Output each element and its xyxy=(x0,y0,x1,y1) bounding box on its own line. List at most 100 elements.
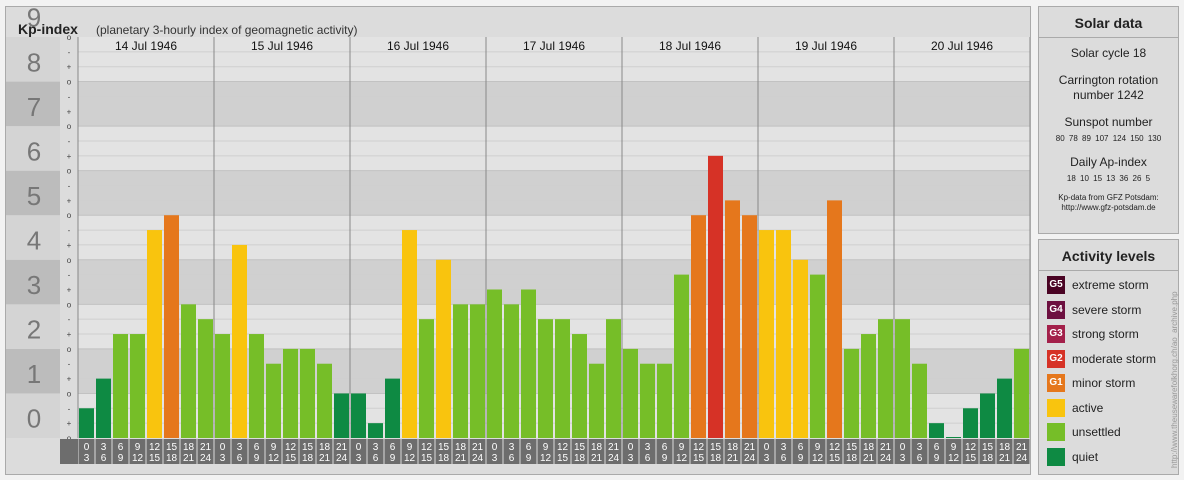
kp-bar xyxy=(130,334,145,438)
x-interval-start: 6 xyxy=(934,442,940,453)
credit-link[interactable]: http://www.theusewarefolkhorg.ch/ao_arch… xyxy=(1170,291,1179,468)
x-interval-end: 15 xyxy=(557,453,569,464)
y-minor-label: + xyxy=(67,196,72,205)
x-interval-cell xyxy=(1013,439,1030,464)
x-interval-start: 21 xyxy=(336,442,348,453)
chart-title: Kp-index xyxy=(18,21,78,37)
kp-bar xyxy=(419,319,434,438)
x-interval-end: 21 xyxy=(591,453,603,464)
y-minor-label: o xyxy=(67,389,72,398)
x-interval-cell xyxy=(673,439,690,464)
ap-index-title: Daily Ap-index xyxy=(1070,155,1147,169)
kp-bar xyxy=(691,215,706,438)
x-interval-end: 12 xyxy=(540,453,552,464)
x-interval-start: 0 xyxy=(492,442,498,453)
x-interval-cell xyxy=(367,439,384,464)
x-interval-end: 9 xyxy=(934,453,940,464)
x-interval-cell xyxy=(418,439,435,464)
kp-bar xyxy=(232,244,247,438)
kp-bar xyxy=(351,393,366,438)
y-minor-label: o xyxy=(67,33,72,42)
x-interval-start: 21 xyxy=(1016,442,1028,453)
x-interval-cell xyxy=(520,439,537,464)
x-interval-cell xyxy=(775,439,792,464)
x-interval-start: 21 xyxy=(472,442,484,453)
source-link[interactable]: http://www.gfz-potsdam.de xyxy=(1061,203,1156,212)
kp-bar xyxy=(606,319,621,438)
x-interval-start: 15 xyxy=(710,442,722,453)
x-interval-cell xyxy=(248,439,265,464)
x-interval-start: 6 xyxy=(254,442,260,453)
x-interval-end: 3 xyxy=(220,453,226,464)
kp-band xyxy=(78,259,1030,305)
y-label-band xyxy=(6,215,60,260)
x-interval-end: 21 xyxy=(999,453,1011,464)
x-interval-cell xyxy=(707,439,724,464)
kp-bar xyxy=(96,378,111,438)
kp-bar xyxy=(997,378,1012,438)
x-interval-cell xyxy=(503,439,520,464)
x-interval-end: 15 xyxy=(829,453,841,464)
x-interval-start: 18 xyxy=(455,442,467,453)
x-interval-cell xyxy=(78,439,95,464)
x-interval-cell xyxy=(265,439,282,464)
x-interval-end: 21 xyxy=(319,453,331,464)
day-label: 14 Jul 1946 xyxy=(115,39,177,53)
x-interval-start: 21 xyxy=(608,442,620,453)
kp-bar xyxy=(164,215,179,438)
kp-bar xyxy=(266,363,281,438)
activity-level-swatch xyxy=(1047,447,1065,466)
y-minor-label: + xyxy=(67,419,72,428)
kp-bar xyxy=(895,319,910,438)
x-interval-start: 0 xyxy=(628,442,634,453)
x-interval-start: 6 xyxy=(662,442,668,453)
kp-band xyxy=(78,126,1030,171)
x-interval-cell xyxy=(401,439,418,464)
x-interval-end: 3 xyxy=(84,453,90,464)
y-minor-label: - xyxy=(68,315,71,324)
x-interval-cell xyxy=(962,439,979,464)
y-minor-label: + xyxy=(67,63,72,72)
x-interval-end: 24 xyxy=(880,453,892,464)
kp-bar xyxy=(555,319,570,438)
x-interval-start: 15 xyxy=(166,442,178,453)
kp-bar xyxy=(725,200,740,438)
kp-bar xyxy=(810,274,825,438)
activity-level-label: extreme storm xyxy=(1072,278,1149,292)
y-tick-label: 4 xyxy=(27,226,41,256)
y-minor-label: + xyxy=(67,375,72,384)
x-interval-start: 12 xyxy=(421,442,433,453)
x-interval-cell xyxy=(197,439,214,464)
x-interval-end: 21 xyxy=(863,453,875,464)
x-interval-end: 24 xyxy=(744,453,756,464)
activity-level-label: active xyxy=(1072,400,1104,415)
activity-level-label: moderate storm xyxy=(1072,351,1157,366)
kp-chart-panel: Kp-index (planetary 3-hourly index of ge… xyxy=(5,6,1031,475)
kp-bar xyxy=(181,304,196,438)
x-interval-end: 18 xyxy=(302,453,314,464)
x-interval-start: 12 xyxy=(149,442,161,453)
x-interval-cell xyxy=(214,439,231,464)
y-minor-label: - xyxy=(68,182,71,191)
x-interval-end: 12 xyxy=(404,453,416,464)
x-interval-end: 21 xyxy=(727,453,739,464)
y-tick-label: 1 xyxy=(27,359,41,389)
x-interval-cell xyxy=(826,439,843,464)
x-interval-cell xyxy=(469,439,486,464)
x-interval-cell xyxy=(452,439,469,464)
kp-bar xyxy=(453,304,468,438)
x-interval-cell xyxy=(656,439,673,464)
x-interval-cell xyxy=(639,439,656,464)
x-interval-cell xyxy=(112,439,129,464)
x-interval-end: 6 xyxy=(101,453,107,464)
y-tick-label: 9 xyxy=(27,7,41,33)
x-interval-end: 12 xyxy=(268,453,280,464)
activity-level-label: severe storm xyxy=(1072,302,1142,317)
kp-bar xyxy=(776,230,791,438)
x-interval-end: 24 xyxy=(608,453,620,464)
activity-level-swatch: G5 xyxy=(1047,276,1065,294)
kp-bar xyxy=(249,334,264,438)
kp-bar xyxy=(589,363,604,438)
x-interval-cell xyxy=(571,439,588,464)
x-interval-start: 6 xyxy=(118,442,124,453)
